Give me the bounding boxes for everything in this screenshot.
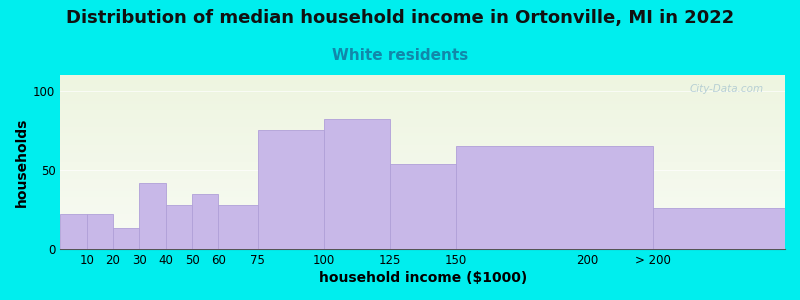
- Bar: [166, 205, 192, 249]
- X-axis label: household income ($1000): household income ($1000): [318, 271, 526, 285]
- Bar: [139, 182, 166, 249]
- Y-axis label: households: households: [15, 117, 29, 207]
- Bar: [86, 214, 113, 249]
- Text: White residents: White residents: [332, 48, 468, 63]
- Bar: [654, 208, 785, 249]
- Bar: [113, 228, 139, 249]
- Text: City-Data.com: City-Data.com: [689, 84, 763, 94]
- Bar: [390, 164, 455, 249]
- Bar: [324, 119, 390, 249]
- Bar: [192, 194, 218, 249]
- Bar: [60, 214, 86, 249]
- Bar: [218, 205, 258, 249]
- Text: Distribution of median household income in Ortonville, MI in 2022: Distribution of median household income …: [66, 9, 734, 27]
- Bar: [455, 146, 654, 249]
- Bar: [258, 130, 324, 249]
